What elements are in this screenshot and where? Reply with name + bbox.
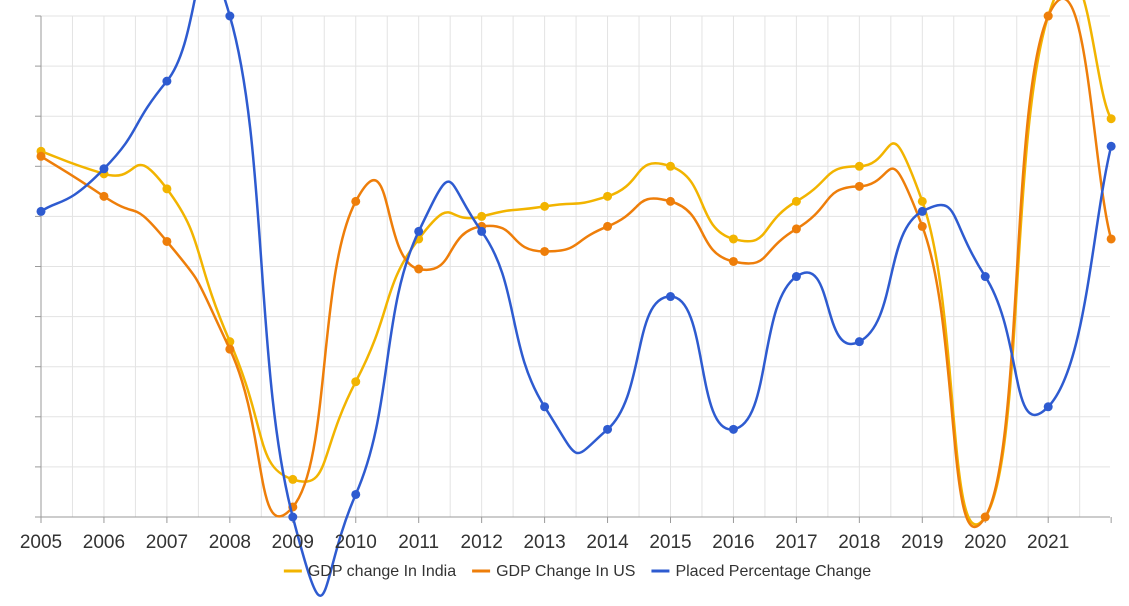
x-tick-label: 2011: [398, 532, 439, 553]
series-3[interactable]: [36, 0, 1116, 597]
data-point[interactable]: [980, 512, 990, 522]
data-point[interactable]: [99, 191, 109, 201]
data-point[interactable]: [1106, 234, 1116, 244]
data-point[interactable]: [162, 76, 172, 86]
data-point[interactable]: [1043, 402, 1053, 412]
data-point[interactable]: [791, 224, 801, 234]
x-tick-label: 2020: [964, 532, 1006, 553]
legend-item-3[interactable]: Placed Percentage Change: [651, 563, 871, 580]
x-tick-label: 2005: [20, 532, 62, 553]
x-tick-label: 2021: [1027, 532, 1069, 553]
x-tick-label: 2015: [649, 532, 691, 553]
data-point[interactable]: [225, 344, 235, 354]
data-point[interactable]: [1106, 141, 1116, 151]
data-point[interactable]: [854, 337, 864, 347]
legend-label: GDP change In India: [308, 563, 456, 580]
data-point[interactable]: [540, 246, 550, 256]
data-point[interactable]: [917, 221, 927, 231]
x-axis-labels: 2005 2006 2007 2008 2009 2010 2011 2012 2013 2014…: [20, 532, 1069, 553]
x-tick-label: 2012: [461, 532, 503, 553]
data-point[interactable]: [791, 272, 801, 282]
data-point[interactable]: [414, 264, 424, 274]
x-tick-label: 2014: [586, 532, 629, 553]
x-tick-label: 2010: [335, 532, 377, 553]
data-point[interactable]: [666, 196, 675, 206]
x-tick-label: 2006: [83, 532, 125, 553]
data-point[interactable]: [540, 402, 550, 412]
grid: [41, 15, 1110, 517]
data-point[interactable]: [351, 377, 361, 387]
data-point[interactable]: [728, 234, 738, 244]
data-point[interactable]: [666, 161, 675, 171]
data-point[interactable]: [477, 211, 487, 221]
x-tick-label: 2009: [272, 532, 314, 553]
data-point[interactable]: [162, 236, 172, 246]
data-point[interactable]: [477, 226, 487, 236]
x-tick-label: 2016: [712, 532, 754, 553]
axes: [35, 15, 1112, 523]
legend-label: GDP Change In US: [496, 563, 635, 580]
x-tick-label: 2008: [209, 532, 251, 553]
data-point[interactable]: [854, 181, 864, 191]
data-point[interactable]: [225, 11, 235, 21]
data-point[interactable]: [603, 424, 613, 434]
data-point[interactable]: [351, 196, 361, 206]
data-point[interactable]: [603, 221, 613, 231]
legend-label: Placed Percentage Change: [675, 563, 871, 580]
data-point[interactable]: [666, 292, 675, 302]
data-point[interactable]: [1043, 11, 1053, 21]
data-point[interactable]: [854, 161, 864, 171]
x-tick-label: 2013: [523, 532, 565, 553]
x-tick-label: 2017: [775, 532, 817, 553]
data-point[interactable]: [36, 151, 46, 161]
data-point[interactable]: [603, 191, 613, 201]
data-point[interactable]: [791, 196, 801, 206]
data-point[interactable]: [162, 184, 172, 194]
data-point[interactable]: [540, 201, 550, 211]
x-tick-label: 2007: [146, 532, 188, 553]
series-line[interactable]: [40, 0, 1113, 597]
series-line[interactable]: [40, 0, 1113, 529]
legend-item-2[interactable]: GDP Change In US: [472, 563, 635, 580]
data-point[interactable]: [917, 206, 927, 216]
legend[interactable]: GDP change In India GDP Change In US Place…: [283, 563, 871, 580]
data-point[interactable]: [917, 196, 927, 206]
data-point[interactable]: [99, 164, 109, 174]
data-point[interactable]: [414, 226, 424, 236]
data-point[interactable]: [36, 206, 46, 216]
x-tick-label: 2019: [901, 532, 943, 553]
x-tick-label: 2018: [838, 532, 880, 553]
legend-item-1[interactable]: GDP change In India: [283, 563, 456, 580]
data-point[interactable]: [288, 474, 298, 484]
data-point[interactable]: [288, 512, 298, 522]
data-point[interactable]: [980, 272, 990, 282]
data-point[interactable]: [1106, 114, 1116, 124]
data-point[interactable]: [351, 489, 361, 499]
data-point[interactable]: [728, 256, 738, 266]
series-layer: [36, 0, 1116, 597]
data-point[interactable]: [728, 424, 738, 434]
